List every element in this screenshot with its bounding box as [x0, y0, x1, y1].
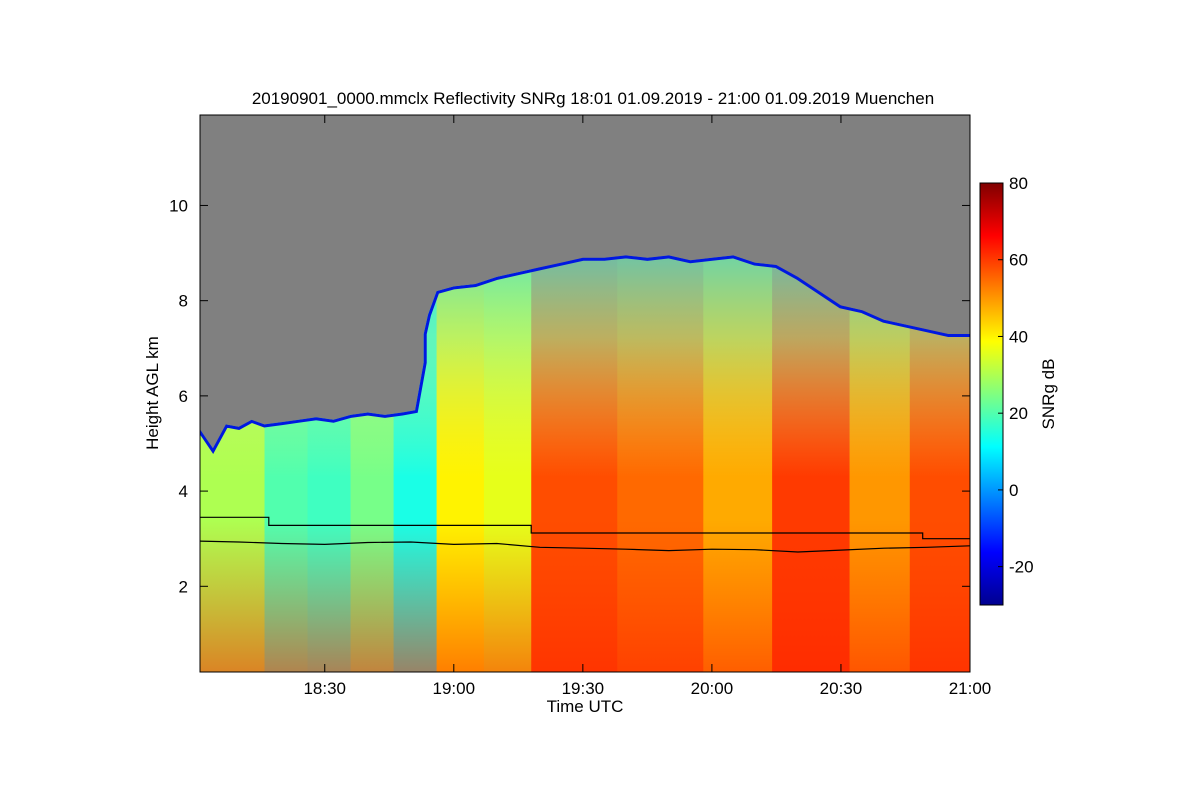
colorbar-axis: -20 0 20 40 60 80	[998, 174, 1034, 577]
y-axis: 2 4 6 8 10	[169, 196, 970, 596]
y-tick-label: 10	[169, 196, 188, 215]
x-tick-label: 19:00	[433, 679, 476, 698]
colorbar-tick-label: -20	[1009, 558, 1034, 577]
chart-title: 20190901_0000.mmclx Reflectivity SNRg 18…	[252, 89, 934, 108]
colorbar	[979, 182, 1004, 606]
x-tick-label: 21:00	[949, 679, 992, 698]
x-tick-label: 19:30	[562, 679, 605, 698]
colorbar-title: SNRg dB	[1039, 359, 1058, 430]
colorbar-tick-label: 0	[1009, 481, 1018, 500]
plot-area	[200, 115, 970, 672]
x-tick-label: 18:30	[303, 679, 346, 698]
colorbar-tick-label: 80	[1009, 174, 1028, 193]
y-tick-label: 2	[179, 577, 188, 596]
y-tick-label: 8	[179, 292, 188, 311]
melting-layer-line	[200, 540, 970, 553]
plot-frame	[199, 114, 971, 673]
colorbar-tick-label: 60	[1009, 251, 1028, 270]
x-axis: 18:30 19:00 19:30 20:00 20:30 21:00	[303, 115, 991, 698]
y-tick-label: 4	[179, 482, 188, 501]
x-tick-label: 20:00	[691, 679, 734, 698]
surface-shading	[200, 520, 970, 672]
colorbar-tick-label: 20	[1009, 404, 1028, 423]
x-axis-title: Time UTC	[547, 697, 624, 716]
x-tick-label: 20:30	[820, 679, 863, 698]
y-tick-label: 6	[179, 387, 188, 406]
y-axis-title: Height AGL km	[143, 336, 162, 450]
upper-boundary-line	[200, 516, 970, 540]
colorbar-tick-label: 40	[1009, 327, 1028, 346]
